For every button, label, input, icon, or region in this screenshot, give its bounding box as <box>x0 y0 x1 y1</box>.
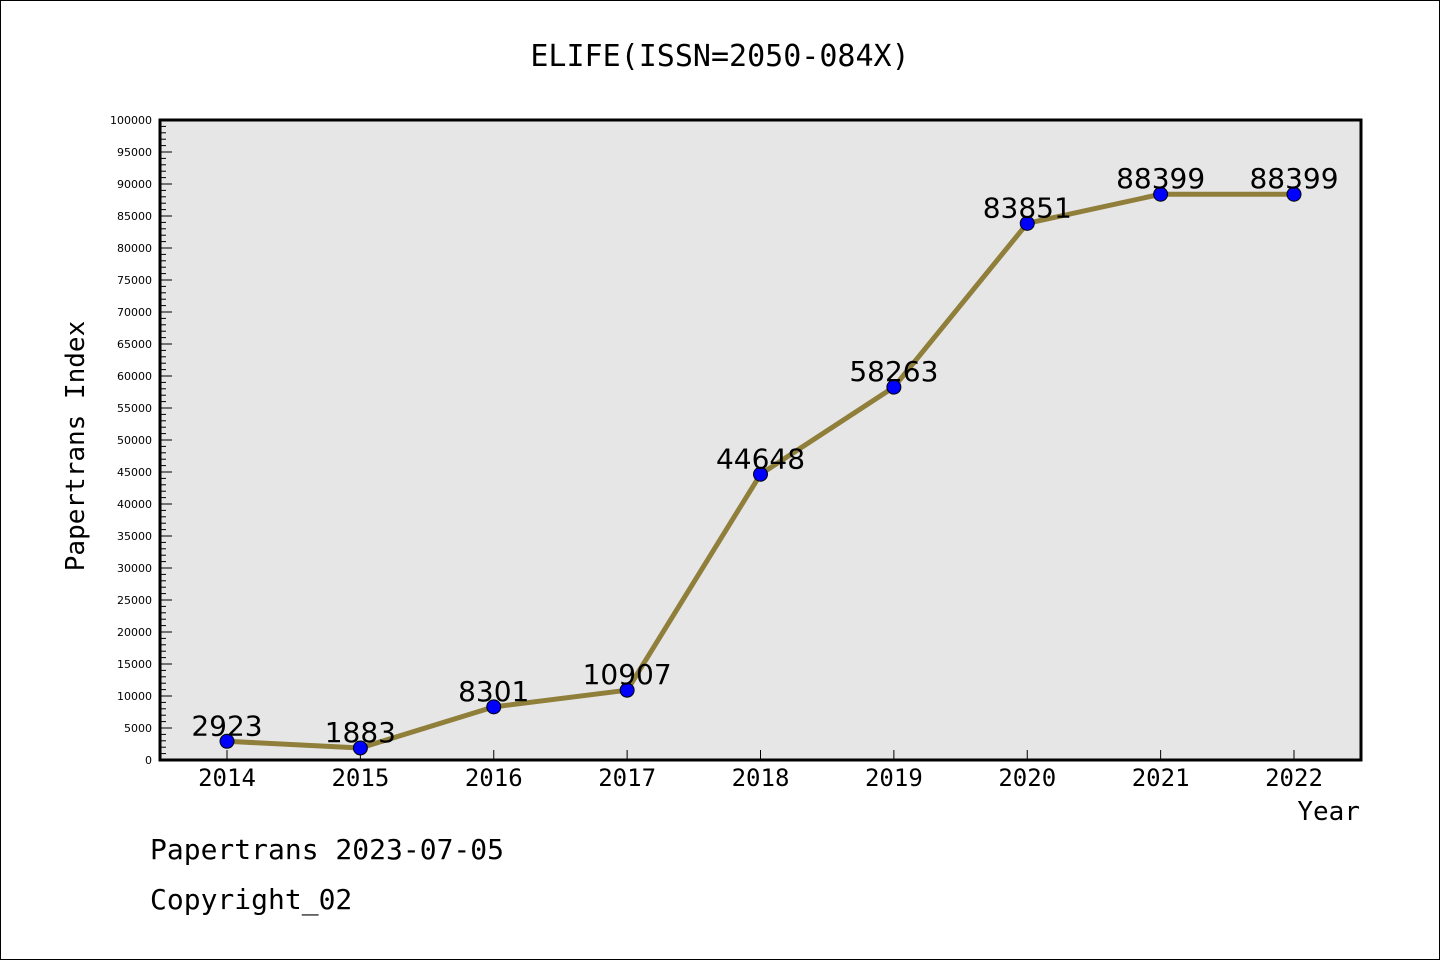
x-axis-label: Year <box>1297 797 1360 827</box>
x-axis-ticks: 2014 2015 2016 2017 2018 2019 2020 2021 2022 <box>198 750 1323 792</box>
plot-area <box>158 118 1363 762</box>
x-tick-label: 2017 <box>598 764 656 792</box>
x-tick-label: 2016 <box>465 764 523 792</box>
y-tick-label: 15000 <box>117 658 152 671</box>
y-axis-ticks: 0 5000 10000 15000 20000 25000 30000 35000 40000… <box>110 114 172 767</box>
data-point <box>352 740 368 756</box>
x-tick-label: 2021 <box>1132 764 1190 792</box>
y-tick-label: 55000 <box>117 402 152 415</box>
y-axis-label: Papertrans Index <box>61 321 91 571</box>
data-point <box>1019 215 1035 231</box>
x-tick-label: 2015 <box>331 764 389 792</box>
series-group: 2923 1883 8301 10907 44648 58263 83851 88399 883… <box>191 162 1339 756</box>
data-label: 88399 <box>1249 162 1338 195</box>
y-tick-label: 90000 <box>117 178 152 191</box>
x-tick-label: 2022 <box>1265 764 1323 792</box>
data-point <box>1286 186 1302 202</box>
data-label: 88399 <box>1116 162 1205 195</box>
x-tick-label: 2020 <box>998 764 1056 792</box>
y-tick-label: 10000 <box>117 690 152 703</box>
data-point <box>219 733 235 749</box>
y-tick-label: 5000 <box>124 722 152 735</box>
data-point <box>753 466 768 482</box>
y-tick-label: 0 <box>145 754 152 767</box>
y-tick-label: 20000 <box>117 626 152 639</box>
data-label: 10907 <box>583 658 672 691</box>
data-point <box>1153 186 1169 202</box>
data-label: 83851 <box>983 191 1072 224</box>
chart-title: ELIFE(ISSN=2050-084X) <box>530 39 909 74</box>
data-label: 58263 <box>849 355 938 388</box>
y-tick-label: 60000 <box>117 370 152 383</box>
y-tick-label: 35000 <box>117 530 152 543</box>
x-tick-label: 2018 <box>732 764 790 792</box>
data-point <box>619 682 635 698</box>
y-tick-label: 30000 <box>117 562 152 575</box>
y-tick-label: 40000 <box>117 498 152 511</box>
data-point <box>886 379 902 395</box>
y-tick-label: 75000 <box>117 274 152 287</box>
x-tick-label: 2019 <box>865 764 923 792</box>
y-tick-label: 50000 <box>117 434 152 447</box>
footer-copyright: Copyright_02 <box>150 883 353 916</box>
y-tick-label: 100000 <box>110 114 152 127</box>
y-tick-label: 70000 <box>117 306 152 319</box>
y-tick-label: 85000 <box>117 210 152 223</box>
data-label: 44648 <box>716 442 805 475</box>
data-point <box>486 699 502 715</box>
data-label: 1883 <box>325 716 396 749</box>
footer-date: Papertrans 2023-07-05 <box>150 833 505 866</box>
data-label: 2923 <box>191 709 262 742</box>
y-tick-label: 95000 <box>117 146 152 159</box>
data-label: 8301 <box>458 675 529 708</box>
y-tick-label: 65000 <box>117 338 152 351</box>
x-tick-label: 2014 <box>198 764 256 792</box>
y-tick-label: 25000 <box>117 594 152 607</box>
y-tick-label: 80000 <box>117 242 152 255</box>
y-tick-label: 45000 <box>117 466 152 479</box>
